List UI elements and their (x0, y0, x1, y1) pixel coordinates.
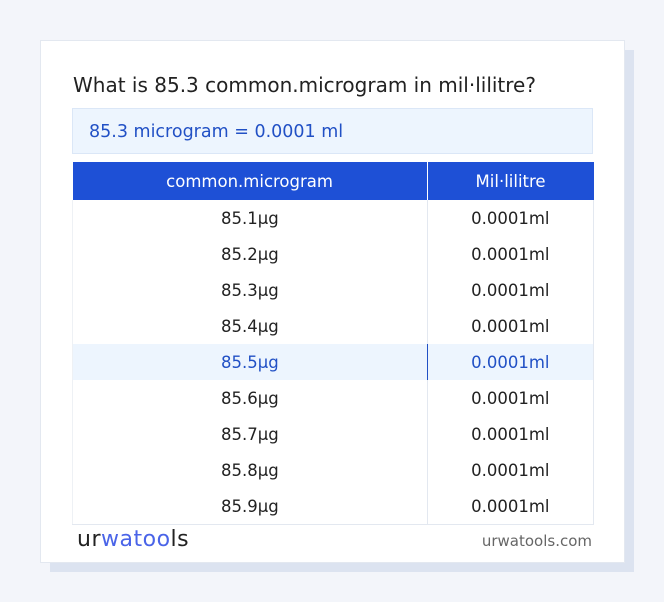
millilitre-cell: 0.0001ml (427, 488, 595, 525)
result-box: 85.3 microgram = 0.0001 ml (72, 108, 593, 154)
header-millilitre: Mil·lilitre (427, 162, 594, 200)
millilitre-cell: 0.0001ml (427, 344, 595, 380)
millilitre-cell: 0.0001ml (427, 272, 595, 308)
microgram-cell: 85.6µg (72, 380, 428, 416)
millilitre-cell: 0.0001ml (427, 380, 595, 416)
microgram-cell: 85.5µg (72, 344, 428, 380)
microgram-cell: 85.8µg (72, 452, 428, 488)
microgram-cell: 85.9µg (72, 488, 428, 525)
microgram-cell: 85.1µg (72, 200, 428, 236)
table-row: 85.3µg 0.0001ml (72, 272, 595, 308)
site-link[interactable]: urwatools.com (481, 532, 592, 550)
microgram-cell: 85.3µg (72, 272, 428, 308)
urwatools-logo[interactable]: urwatools (77, 527, 190, 552)
millilitre-cell: 0.0001ml (427, 200, 595, 236)
table-row: 85.4µg 0.0001ml (72, 308, 595, 344)
microgram-cell: 85.2µg (72, 236, 428, 272)
millilitre-cell: 0.0001ml (427, 236, 595, 272)
table-row: 85.5µg 0.0001ml (72, 344, 595, 380)
table-row: 85.6µg 0.0001ml (72, 380, 595, 416)
table-row: 85.7µg 0.0001ml (72, 416, 595, 452)
page-title: What is 85.3 common.microgram in mil·lil… (73, 73, 536, 97)
converter-card: What is 85.3 common.microgram in mil·lil… (40, 40, 625, 563)
millilitre-cell: 0.0001ml (427, 416, 595, 452)
millilitre-cell: 0.0001ml (427, 452, 595, 488)
microgram-cell: 85.7µg (72, 416, 428, 452)
conversion-table: common.microgram Mil·lilitre 85.1µg 0.000… (72, 162, 595, 525)
table-row: 85.2µg 0.0001ml (72, 236, 595, 272)
header-microgram: common.microgram (72, 162, 428, 200)
millilitre-cell: 0.0001ml (427, 308, 595, 344)
table-row: 85.1µg 0.0001ml (72, 200, 595, 236)
microgram-cell: 85.4µg (72, 308, 428, 344)
table-row: 85.9µg 0.0001ml (72, 488, 595, 525)
table-row: 85.8µg 0.0001ml (72, 452, 595, 488)
